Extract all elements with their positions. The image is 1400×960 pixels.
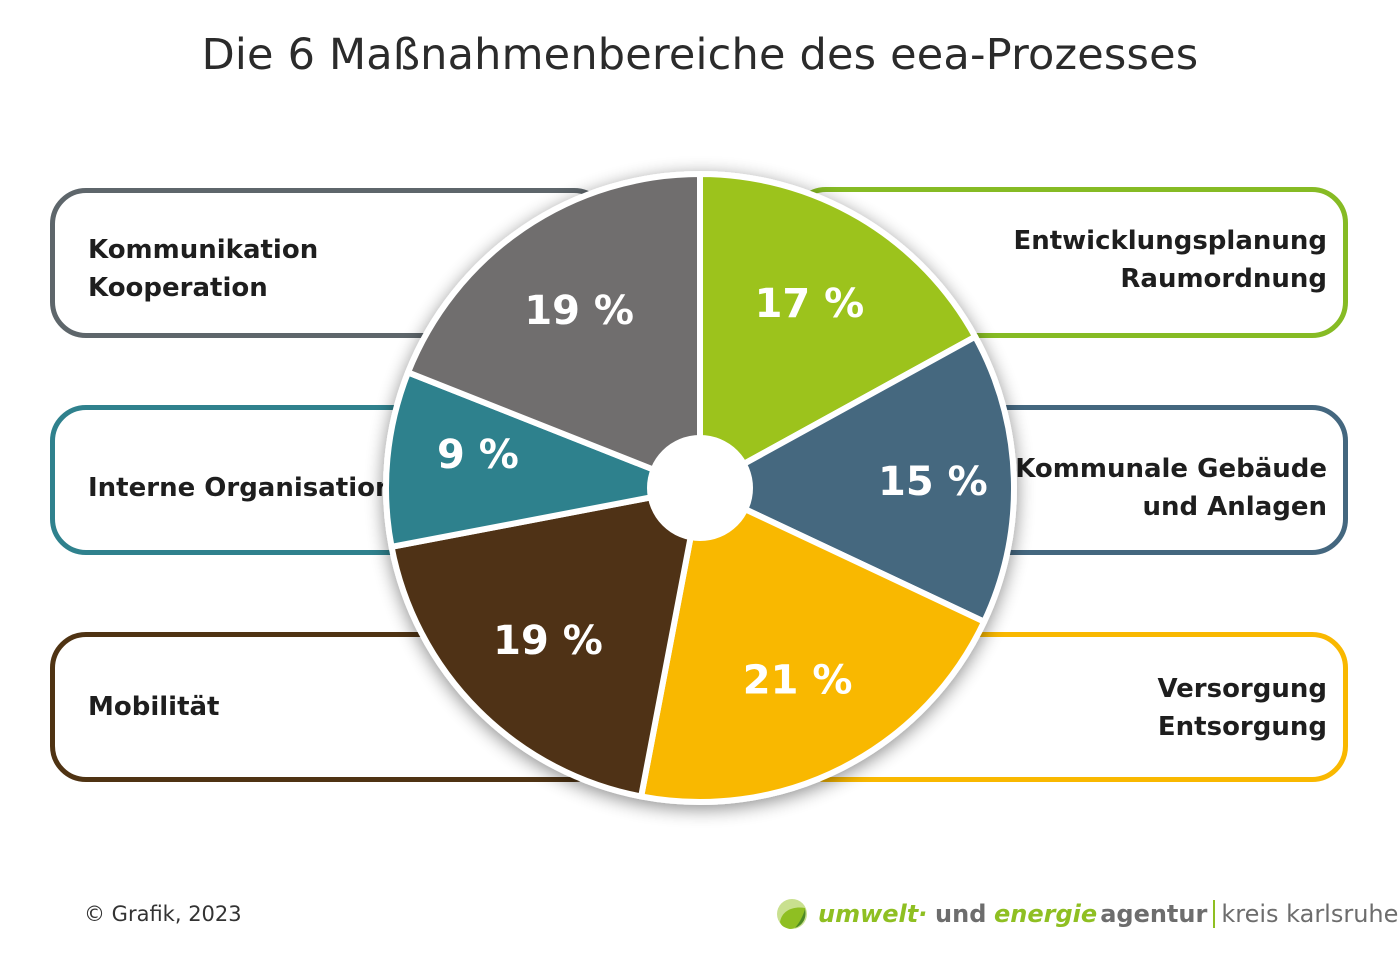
logo-word-und: und: [935, 900, 987, 928]
label-versorgung: Versorgung Entsorgung: [1157, 670, 1327, 746]
label-entwicklung: Entwicklungsplanung Raumordnung: [1013, 222, 1327, 298]
logo-dot: ·: [918, 900, 928, 928]
label-interne: Interne Organisation: [88, 473, 394, 503]
slice-value-label: 15 %: [878, 459, 988, 505]
slice-value-label: 17 %: [755, 281, 865, 327]
label-line: Kooperation: [88, 273, 268, 303]
label-line: Entsorgung: [1157, 712, 1327, 742]
label-line: Entwicklungsplanung: [1013, 226, 1327, 256]
pie-slice: [638, 485, 988, 805]
label-line: Raumordnung: [1120, 264, 1327, 294]
label-mobilitaet: Mobilität: [88, 692, 220, 722]
slice-value-label: 19 %: [524, 288, 634, 334]
label-kommunikation: Kommunikation Kooperation: [88, 231, 318, 307]
donut-hole: [647, 435, 753, 541]
pie-slice: [383, 369, 703, 550]
label-line: Kommunikation: [88, 235, 319, 265]
logo-word-energie: energie: [994, 900, 1098, 928]
logo-divider: [1213, 900, 1216, 928]
label-line: Kommunale Gebäude: [1015, 454, 1327, 484]
logo-word-kreis-karlsruhe: kreis karlsruhe: [1221, 900, 1399, 928]
logo-word-umwelt: umwelt: [818, 900, 919, 928]
pie-slice: [388, 485, 703, 800]
slice-value-label: 19 %: [493, 618, 603, 664]
chart-title: Die 6 Maßnahmenbereiche des eea-Prozesse…: [201, 30, 1199, 80]
logo: umwelt · und energie agentur kreis karlsruh…: [776, 897, 1398, 931]
logo-word-agentur: agentur: [1100, 900, 1208, 928]
pie-slice: [405, 171, 703, 491]
label-kommunale: Kommunale Gebäude und Anlagen: [1015, 450, 1327, 526]
copyright-text: © Grafik, 2023: [84, 902, 242, 926]
slice-value-label: 21 %: [743, 658, 853, 704]
leaf-logo-icon: [777, 899, 807, 929]
slice-value-label: 9 %: [437, 432, 519, 478]
pie-slice: [697, 171, 979, 491]
label-line: Versorgung: [1157, 674, 1327, 704]
pie-slice: [697, 333, 1017, 625]
label-line: und Anlagen: [1142, 492, 1327, 522]
